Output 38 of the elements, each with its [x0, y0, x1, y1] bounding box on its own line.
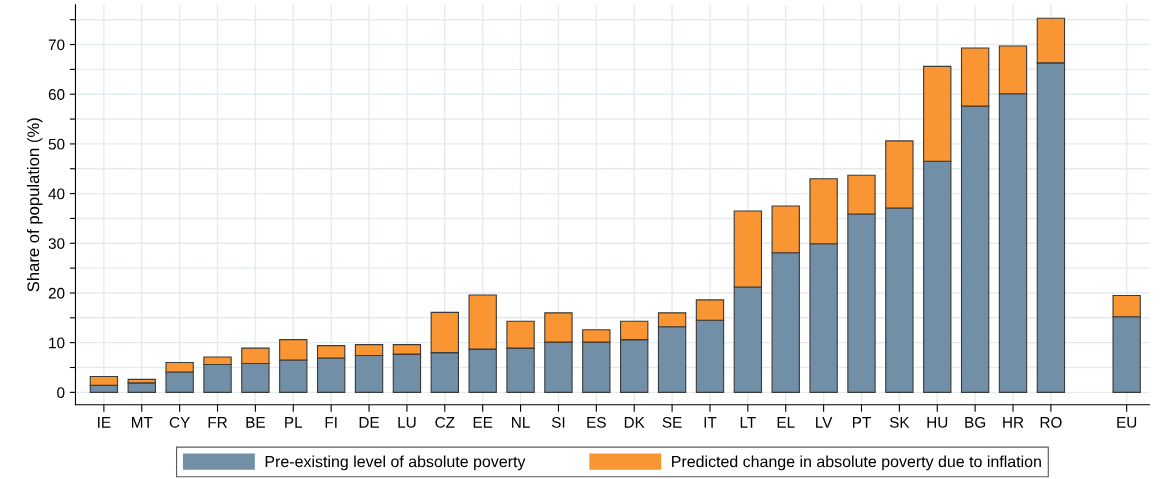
x-tick-label: PL: [285, 417, 303, 428]
x-tick-label: LU: [398, 417, 416, 428]
x-tick-label: SK: [889, 416, 910, 428]
x-tick-label: CY: [169, 416, 190, 428]
legend-label: Predicted change in absolute poverty due to inflation: [672, 455, 1041, 471]
x-tick-label: LT: [740, 417, 756, 428]
y-tick-label: 50: [48, 138, 65, 150]
x-tick-label: FR: [208, 417, 227, 428]
y-tick-label: 40: [48, 188, 65, 200]
y-axis-title: Share of population (%): [26, 118, 43, 292]
x-tick-label: EE: [473, 417, 493, 428]
y-tick-label: 60: [48, 89, 65, 100]
x-tick-label: PT: [852, 417, 871, 428]
y-tick-label: 70: [48, 39, 65, 51]
y-tick-label: 20: [48, 287, 65, 299]
x-tick-label: RO: [1040, 416, 1062, 428]
x-tick-label: BG: [965, 416, 986, 428]
x-tick-label: DK: [624, 417, 645, 428]
x-tick-label: IE: [98, 417, 111, 428]
y-tick-label: 10: [49, 337, 65, 349]
legend-label: Pre-existing level of absolute poverty: [265, 455, 526, 471]
x-tick-label: EU: [1117, 417, 1137, 428]
x-tick-label: DE: [359, 417, 379, 428]
x-tick-label: EL: [777, 417, 795, 428]
x-tick-label: HR: [1003, 417, 1024, 428]
x-tick-label: IT: [704, 417, 717, 428]
x-tick-label: BE: [246, 417, 265, 428]
x-tick-label: HU: [927, 417, 948, 428]
x-tick-label: LV: [816, 417, 833, 428]
x-tick-label: SI: [551, 416, 565, 428]
x-tick-label: MT: [131, 417, 153, 428]
y-tick-label: 0: [57, 387, 65, 399]
x-tick-label: NL: [512, 417, 530, 428]
x-tick-label: ES: [587, 416, 606, 428]
y-tick-label: 30: [48, 238, 65, 249]
x-tick-label: CZ: [435, 416, 455, 428]
x-tick-label: SE: [662, 416, 682, 428]
x-tick-label: FI: [325, 417, 337, 428]
